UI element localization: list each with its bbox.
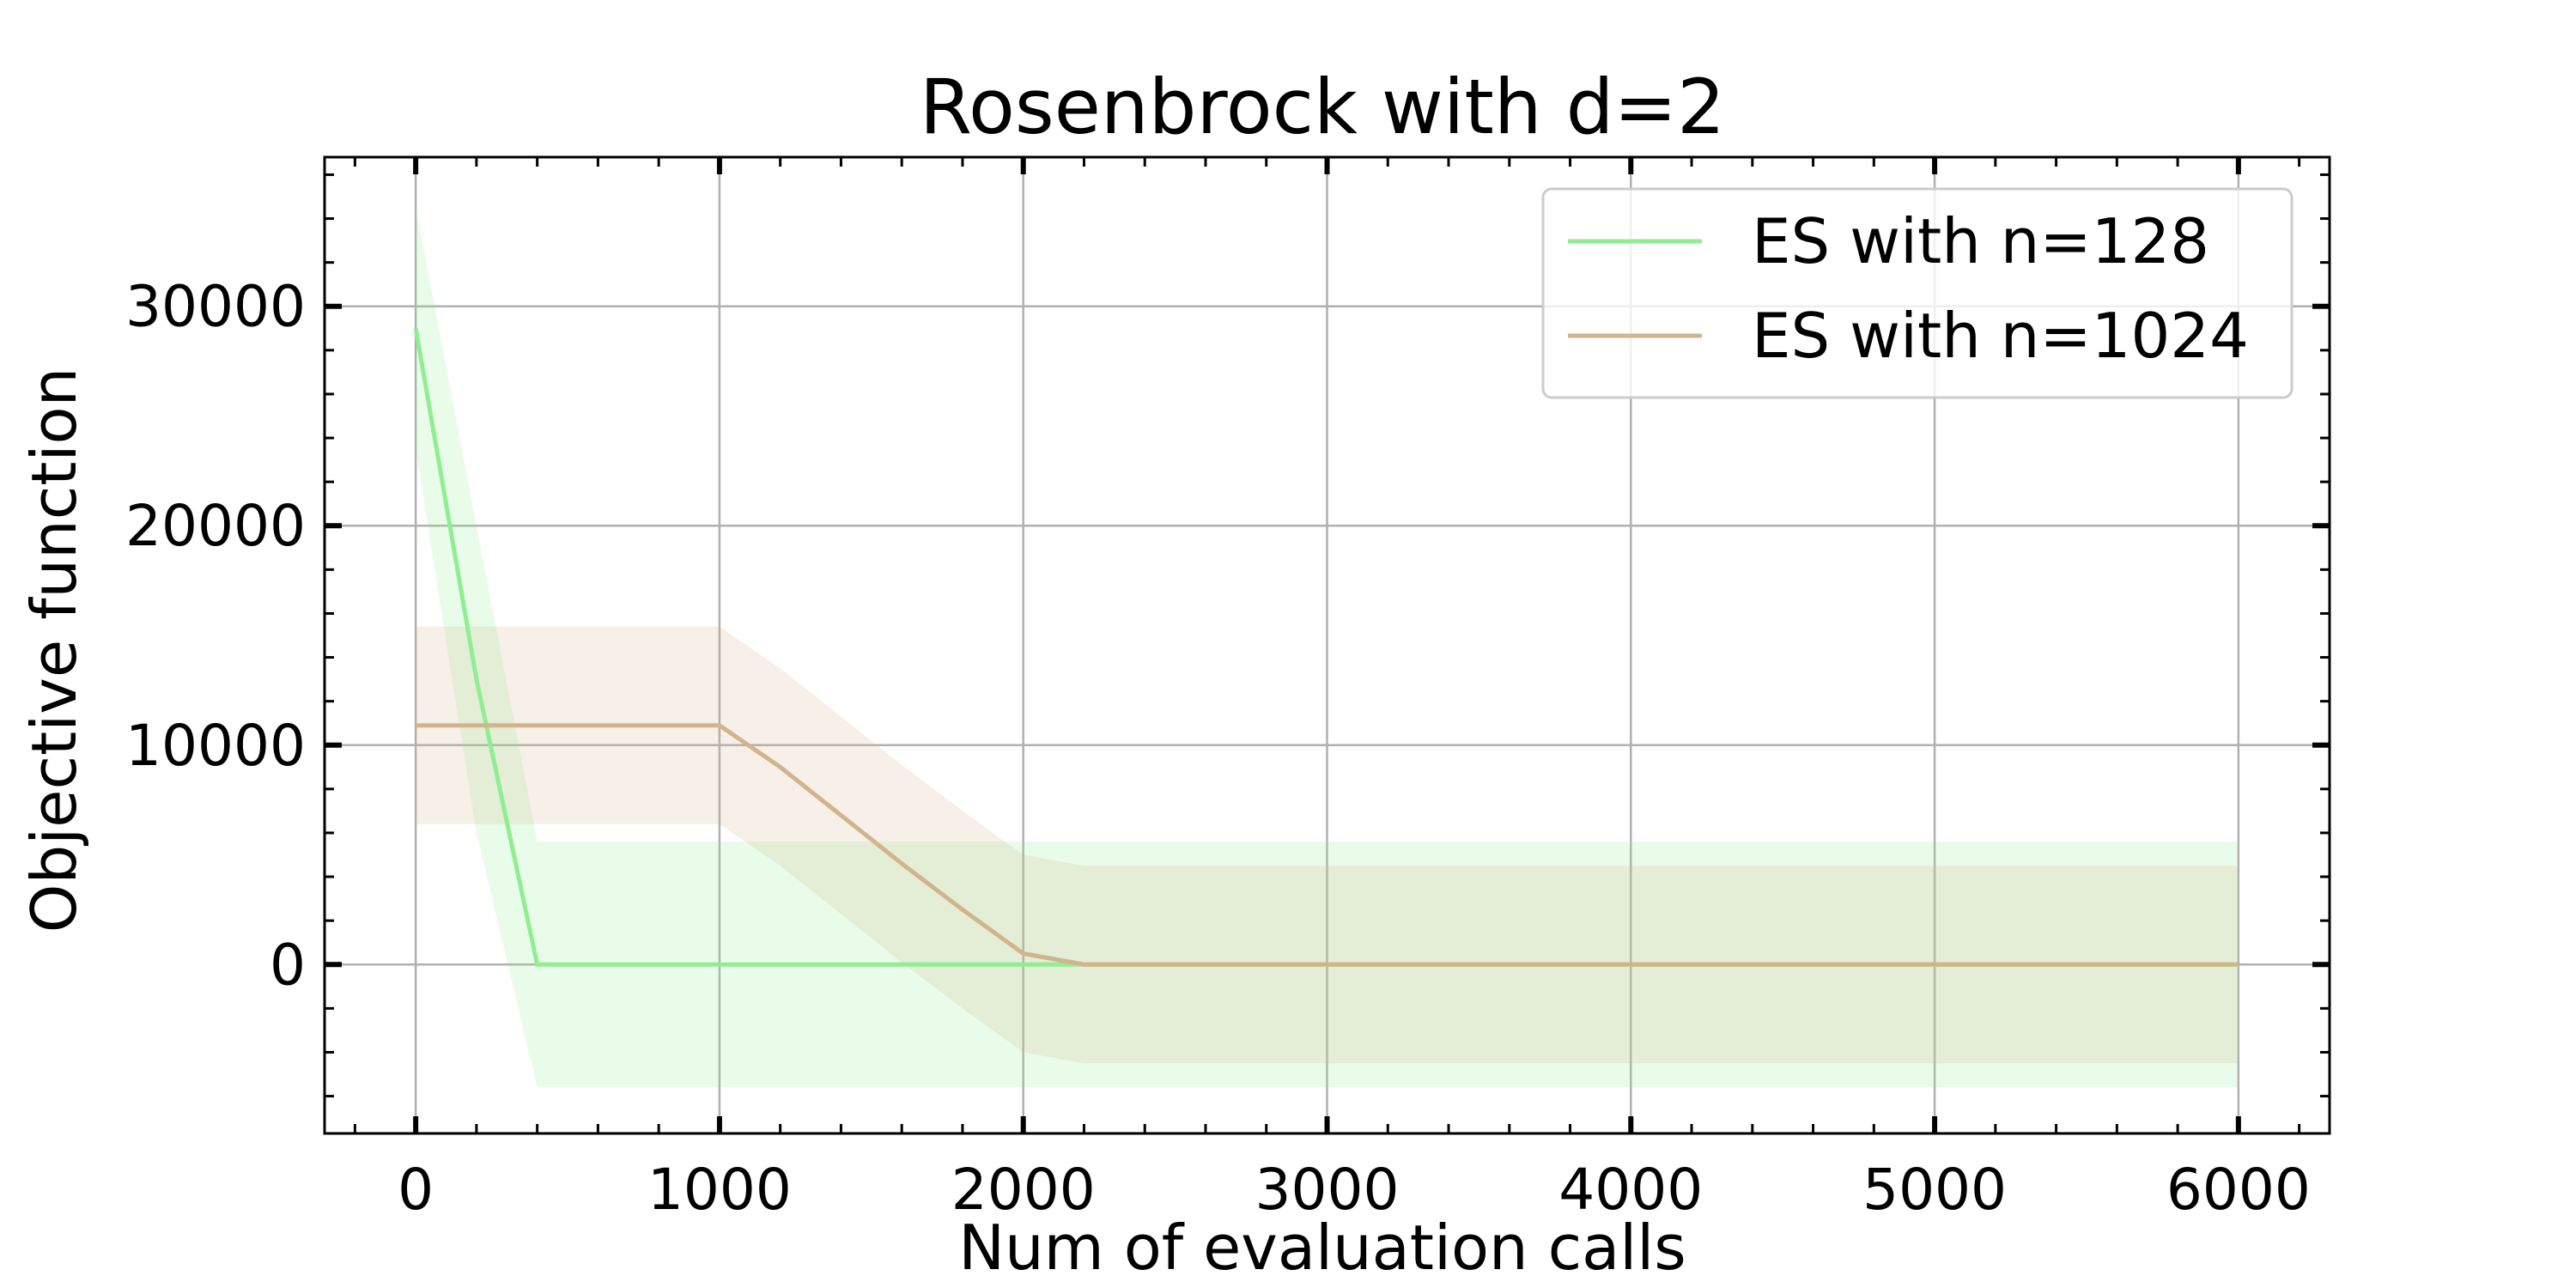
series-lines (413, 327, 2239, 967)
legend-label-series-1: ES with n=128 (1752, 205, 2209, 277)
x-tick-label: 1000 (647, 1157, 792, 1223)
confidence-bands (416, 207, 2239, 1088)
chart-title: Rosenbrock with d=2 (920, 63, 1725, 151)
x-axis-label: Num of evaluation calls (958, 1212, 1686, 1284)
y-tick-label: 0 (270, 932, 306, 998)
y-tick-label: 30000 (125, 274, 306, 340)
series-line-2 (416, 723, 2239, 967)
y-tick-labels: 0 10000 20000 30000 (125, 274, 306, 999)
legend: ES with n=128 ES with n=1024 (1541, 187, 2293, 399)
x-tick-label: 5000 (1862, 1157, 2007, 1223)
legend-box (1541, 187, 2293, 399)
confidence-band-series-2 (416, 626, 2239, 1064)
x-tick-label: 2000 (951, 1157, 1096, 1223)
y-axis-label: Objective function (18, 368, 90, 933)
y-tick-label: 10000 (125, 713, 306, 779)
x-tick-label: 3000 (1255, 1157, 1400, 1223)
x-tick-label: 4000 (1558, 1157, 1703, 1223)
y-tick-label: 20000 (125, 493, 306, 559)
confidence-band-series-1 (416, 207, 2239, 1088)
plot-frame (323, 155, 2331, 1135)
x-tick-label: 0 (398, 1157, 434, 1223)
axis-ticks (325, 157, 2330, 1133)
x-tick-labels: 0 1000 2000 3000 4000 5000 6000 (398, 1157, 2311, 1223)
x-tick-label: 6000 (2166, 1157, 2311, 1223)
legend-label-series-2: ES with n=1024 (1752, 300, 2249, 372)
